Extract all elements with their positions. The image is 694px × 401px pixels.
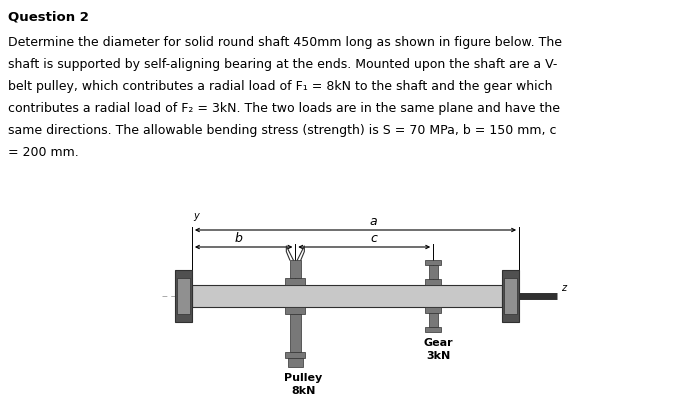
Bar [288,358,303,367]
Text: a: a [370,215,378,227]
Text: b: b [235,231,243,244]
Bar [425,307,441,313]
Bar [285,278,305,285]
Text: belt pulley, which contributes a radial load of F₁ = 8kN to the shaft and the ge: belt pulley, which contributes a radial … [8,80,552,93]
Text: contributes a radial load of F₂ = 3kN. The two loads are in the same plane and h: contributes a radial load of F₂ = 3kN. T… [8,102,560,115]
Text: same directions. The allowable bending stress (strength) is S = 70 MPa, b = 150 : same directions. The allowable bending s… [8,124,557,137]
Bar [425,260,441,265]
Text: 8kN: 8kN [291,385,316,395]
Bar [285,352,305,358]
Text: Question 2: Question 2 [8,10,89,23]
Bar [192,285,502,307]
Text: Pulley: Pulley [285,372,323,382]
Text: c: c [371,231,378,244]
Bar [290,314,301,352]
Text: 3kN: 3kN [426,350,450,360]
Text: z: z [561,282,566,292]
Text: = 200 mm.: = 200 mm. [8,146,78,159]
Bar [290,260,301,278]
Bar [177,278,190,314]
Bar [504,278,517,314]
Text: y: y [193,211,198,221]
Bar [429,313,438,327]
Text: Gear: Gear [423,337,453,347]
Bar [175,270,192,322]
Text: Determine the diameter for solid round shaft 450mm long as shown in figure below: Determine the diameter for solid round s… [8,36,562,49]
Bar [502,270,519,322]
Bar [425,279,441,285]
Bar [285,307,305,314]
Bar [425,327,441,332]
Text: shaft is supported by self-aligning bearing at the ends. Mounted upon the shaft : shaft is supported by self-aligning bear… [8,58,557,71]
Bar [429,265,438,279]
